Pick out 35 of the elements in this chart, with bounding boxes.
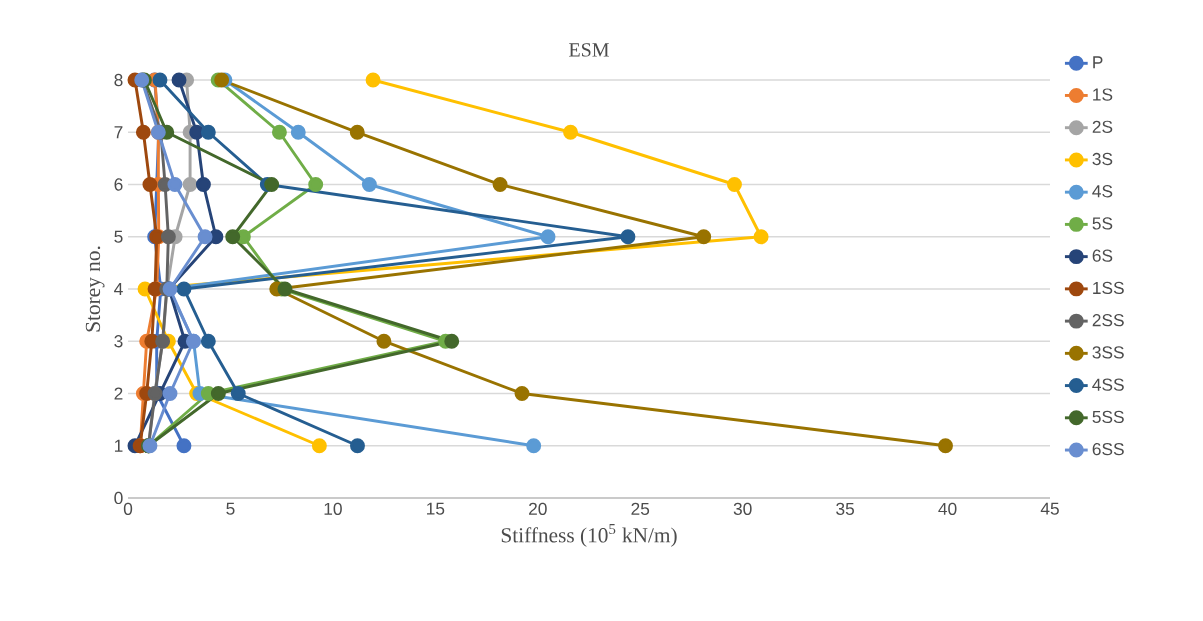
legend-label: 4S [1092, 185, 1113, 198]
legend-label: 5S [1092, 217, 1113, 230]
y-axis-title: Storey no. [85, 246, 105, 332]
x-tick-label: 45 [1040, 502, 1059, 515]
legend-label: 4SS [1092, 378, 1124, 391]
y-tick-label: 8 [114, 73, 123, 87]
y-tick-label: 5 [114, 230, 123, 243]
x-tick-label: 0 [123, 502, 133, 515]
x-tick-label: 35 [836, 502, 855, 515]
legend-label: 5SS [1092, 410, 1124, 424]
chart-title: ESM [569, 43, 609, 57]
x-tick-label: 40 [938, 502, 957, 515]
y-tick-label: 3 [114, 335, 123, 348]
legend-label: P [1093, 56, 1103, 69]
legend-label: 6S [1092, 249, 1113, 262]
y-tick-label: 4 [114, 283, 123, 295]
legend-label: 2SS [1092, 314, 1124, 327]
legend-label: 1SS [1093, 281, 1124, 295]
x-tick-label: 20 [529, 502, 547, 515]
legend-label: 1S [1093, 88, 1113, 101]
x-tick-label: 30 [733, 502, 752, 515]
y-tick-label: 6 [114, 178, 123, 191]
legend-label: 6SS [1092, 442, 1124, 456]
y-tick-label: 0 [114, 491, 123, 505]
x-tick-label: 15 [427, 502, 445, 515]
y-tick-label: 7 [114, 126, 123, 139]
legend-label: 3S [1092, 152, 1113, 166]
legend-label: 3SS [1092, 346, 1124, 359]
x-tick-label: 5 [226, 502, 235, 515]
y-tick-label: 1 [114, 439, 123, 452]
x-tick-label: 10 [324, 502, 342, 515]
x-axis-title: Stiffness (10$^{5}$ kN/m) [501, 524, 677, 547]
x-tick-label: 25 [631, 502, 650, 515]
legend-label: 2S [1092, 120, 1113, 133]
y-tick-label: 2 [114, 387, 123, 400]
